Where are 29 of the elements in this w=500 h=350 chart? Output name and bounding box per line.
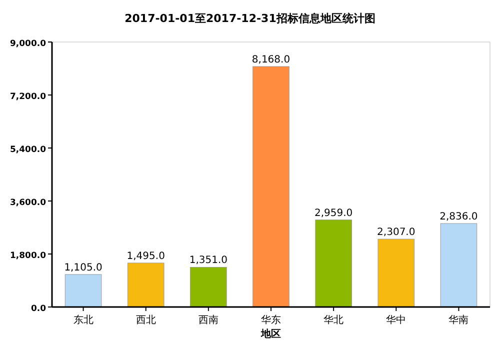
bar	[64, 274, 102, 308]
bar	[190, 266, 227, 308]
bar	[315, 220, 352, 308]
data-label: 2,307.0	[377, 227, 416, 238]
y-tick-label: 9,000.0	[10, 39, 46, 49]
data-label: 1,105.0	[64, 262, 102, 274]
x-tick-label: 华北	[324, 314, 344, 326]
x-tick-label: 华南	[448, 314, 469, 326]
y-tick-label: 0.0	[30, 304, 46, 314]
x-tick-label: 西北	[136, 314, 156, 326]
data-label: 1,495.0	[126, 250, 165, 262]
data-label: 2,836.0	[440, 211, 478, 222]
y-tick-label: 1,800.0	[10, 251, 46, 261]
data-label: 8,168.0	[252, 54, 290, 66]
x-axis-title: 地区	[260, 328, 281, 340]
bar	[378, 238, 415, 308]
bar	[127, 262, 164, 308]
y-tick-label: 3,600.0	[10, 198, 46, 208]
y-tick-label: 7,200.0	[10, 92, 46, 102]
bar	[252, 66, 290, 308]
data-label: 1,351.0	[189, 255, 228, 266]
x-tick-label: 东北	[73, 314, 94, 326]
bar	[440, 223, 478, 308]
x-tick-label: 华中	[386, 314, 406, 326]
chart-title: 2017-01-01至2017-12-31招标信息地区统计图	[124, 12, 376, 25]
y-tick-label: 5,400.0	[10, 145, 46, 155]
data-label: 2,959.0	[314, 208, 353, 219]
x-tick-label: 华东	[261, 314, 281, 326]
x-tick-label: 西南	[198, 314, 218, 326]
